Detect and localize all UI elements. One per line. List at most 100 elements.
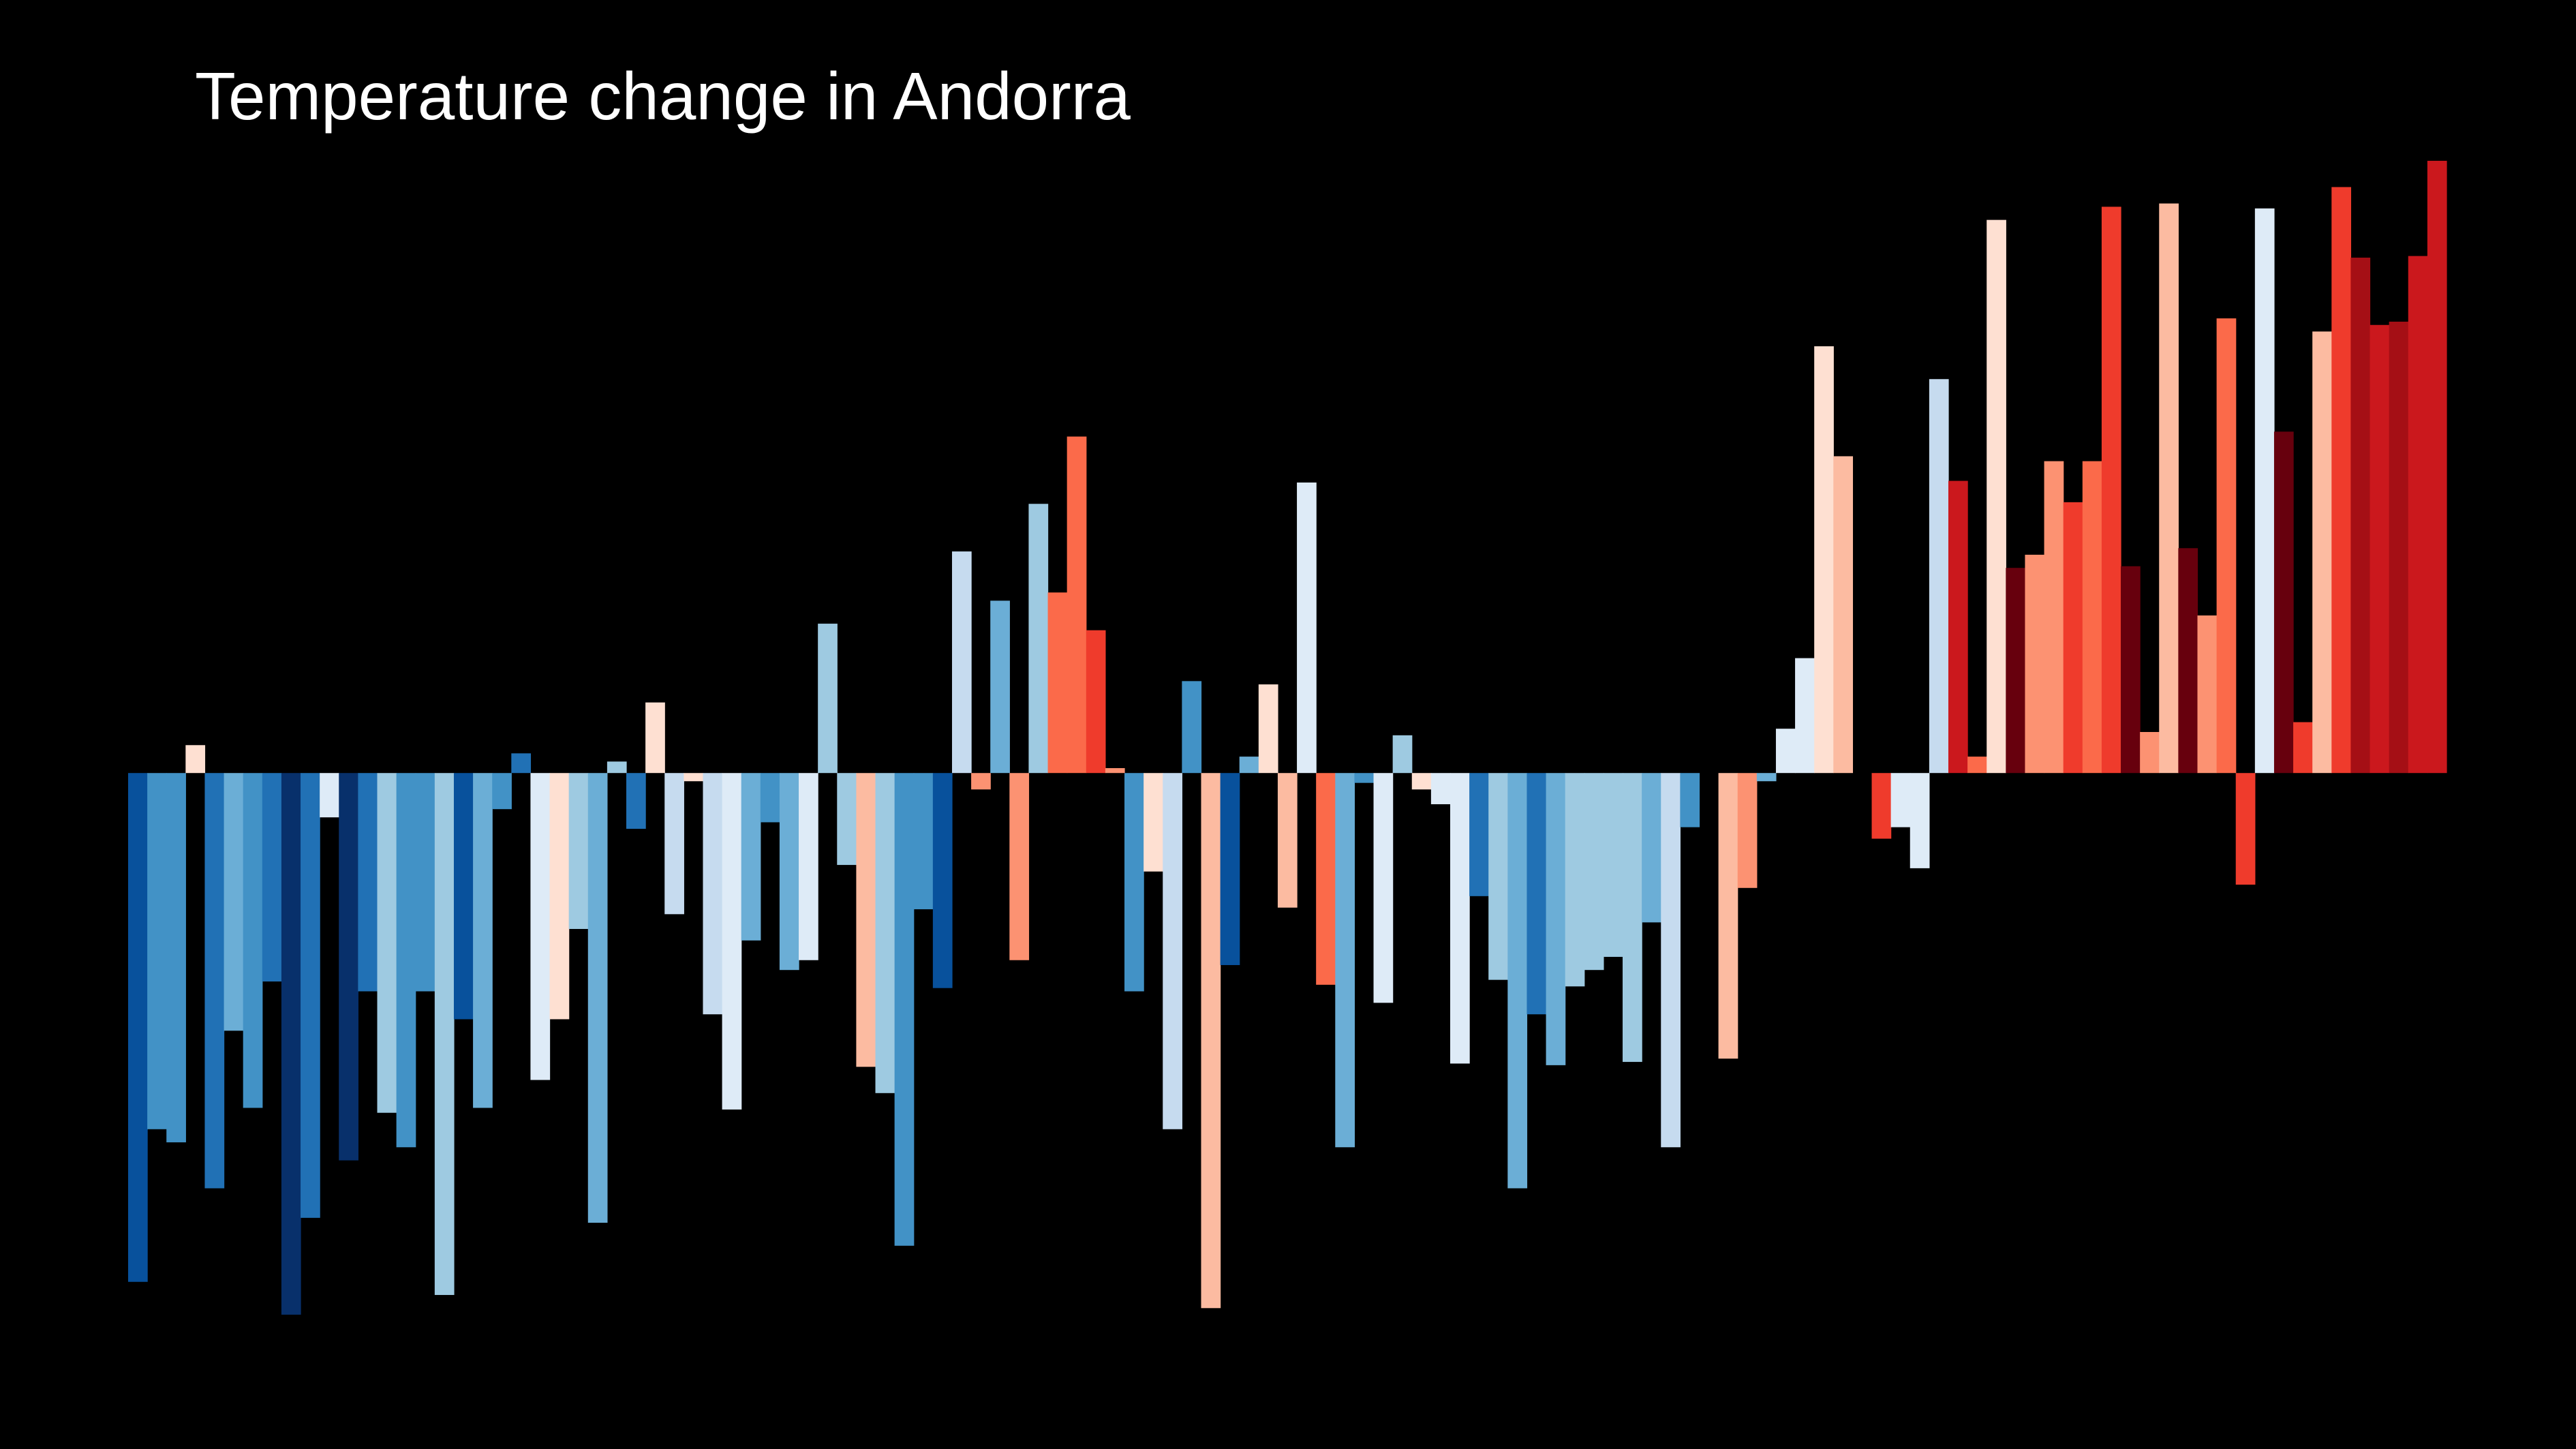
- bar-73: [1507, 773, 1528, 1189]
- bar-57: [1201, 773, 1221, 1309]
- bar-113: [2273, 431, 2294, 774]
- bar-114: [2293, 722, 2313, 774]
- bar-75: [1546, 773, 1566, 1065]
- bar-104: [2101, 207, 2121, 774]
- bar-18: [453, 773, 474, 1020]
- bars-group: [128, 160, 2447, 1315]
- bar-15: [396, 773, 416, 1148]
- bar-99: [2006, 568, 2026, 774]
- bar-7: [243, 773, 263, 1108]
- bar-26: [607, 761, 627, 774]
- bar-106: [2140, 732, 2160, 774]
- bar-47: [1009, 773, 1030, 960]
- bar-64: [1335, 773, 1355, 1148]
- bar-94: [1910, 773, 1930, 868]
- bar-76: [1565, 773, 1585, 987]
- bar-33: [741, 773, 761, 941]
- bar-71: [1469, 773, 1489, 896]
- bar-29: [664, 773, 684, 915]
- bar-24: [568, 773, 589, 929]
- bar-16: [415, 773, 435, 992]
- bar-31: [703, 773, 723, 1015]
- bar-82: [1680, 773, 1700, 827]
- bar-25: [587, 773, 608, 1223]
- bar-86: [1756, 773, 1777, 782]
- bar-28: [645, 702, 665, 774]
- bar-112: [2254, 208, 2275, 774]
- bar-61: [1277, 773, 1298, 908]
- bar-51: [1086, 630, 1106, 774]
- bar-120: [2408, 256, 2428, 774]
- bar-121: [2427, 160, 2447, 774]
- bar-105: [2121, 566, 2141, 774]
- bar-62: [1297, 482, 1317, 774]
- bar-17: [434, 773, 455, 1296]
- bar-66: [1373, 773, 1394, 1003]
- bar-93: [1890, 773, 1911, 827]
- bar-119: [2389, 321, 2409, 774]
- bar-102: [2063, 502, 2083, 774]
- bar-60: [1258, 684, 1278, 774]
- bar-89: [1814, 346, 1834, 774]
- bar-13: [358, 773, 378, 992]
- bar-115: [2312, 331, 2332, 774]
- bar-80: [1642, 773, 1661, 923]
- bar-46: [990, 600, 1010, 774]
- bar-34: [760, 773, 780, 823]
- bar-49: [1047, 592, 1068, 774]
- bar-3: [166, 773, 186, 1143]
- bar-36: [799, 773, 818, 960]
- bar-14: [377, 773, 397, 1113]
- bar-41: [894, 773, 915, 1246]
- bar-85: [1737, 773, 1758, 888]
- bar-116: [2331, 187, 2352, 774]
- bar-100: [2025, 554, 2045, 774]
- bar-107: [2159, 203, 2179, 774]
- bar-40: [875, 773, 895, 1093]
- bar-63: [1316, 773, 1336, 985]
- bar-68: [1411, 773, 1432, 790]
- bar-23: [549, 773, 570, 1020]
- bar-27: [626, 773, 646, 829]
- bar-69: [1430, 773, 1451, 804]
- bar-87: [1775, 729, 1796, 774]
- bar-65: [1354, 773, 1375, 783]
- bar-79: [1623, 773, 1642, 1063]
- bar-88: [1795, 658, 1815, 774]
- bar-45: [971, 773, 991, 790]
- bar-78: [1603, 773, 1623, 957]
- bar-77: [1584, 773, 1604, 971]
- bar-90: [1833, 456, 1854, 774]
- bar-97: [1967, 757, 1987, 774]
- bar-52: [1105, 767, 1125, 774]
- bar-117: [2350, 258, 2371, 774]
- bar-38: [837, 773, 857, 866]
- bar-81: [1661, 773, 1681, 1148]
- bar-37: [818, 624, 838, 774]
- bar-56: [1182, 681, 1202, 774]
- bar-11: [320, 773, 339, 818]
- chart-title: Temperature change in Andorra: [195, 59, 1131, 134]
- bar-54: [1144, 773, 1163, 872]
- bar-5: [204, 773, 225, 1189]
- bar-111: [2235, 773, 2256, 885]
- bar-74: [1527, 773, 1547, 1015]
- bar-110: [2216, 318, 2237, 774]
- bar-39: [856, 773, 876, 1067]
- bar-35: [779, 773, 799, 971]
- bar-43: [932, 773, 953, 988]
- bar-32: [722, 773, 742, 1110]
- bar-12: [339, 773, 358, 1161]
- bar-67: [1392, 735, 1413, 774]
- bar-70: [1450, 773, 1470, 1064]
- bar-21: [511, 753, 532, 774]
- bar-59: [1239, 757, 1259, 774]
- bar-48: [1028, 504, 1049, 774]
- bar-44: [951, 551, 972, 774]
- bar-4: [185, 745, 206, 774]
- bar-98: [1987, 219, 2006, 774]
- bar-9: [281, 773, 301, 1315]
- bar-58: [1220, 773, 1240, 965]
- bar-95: [1929, 379, 1949, 774]
